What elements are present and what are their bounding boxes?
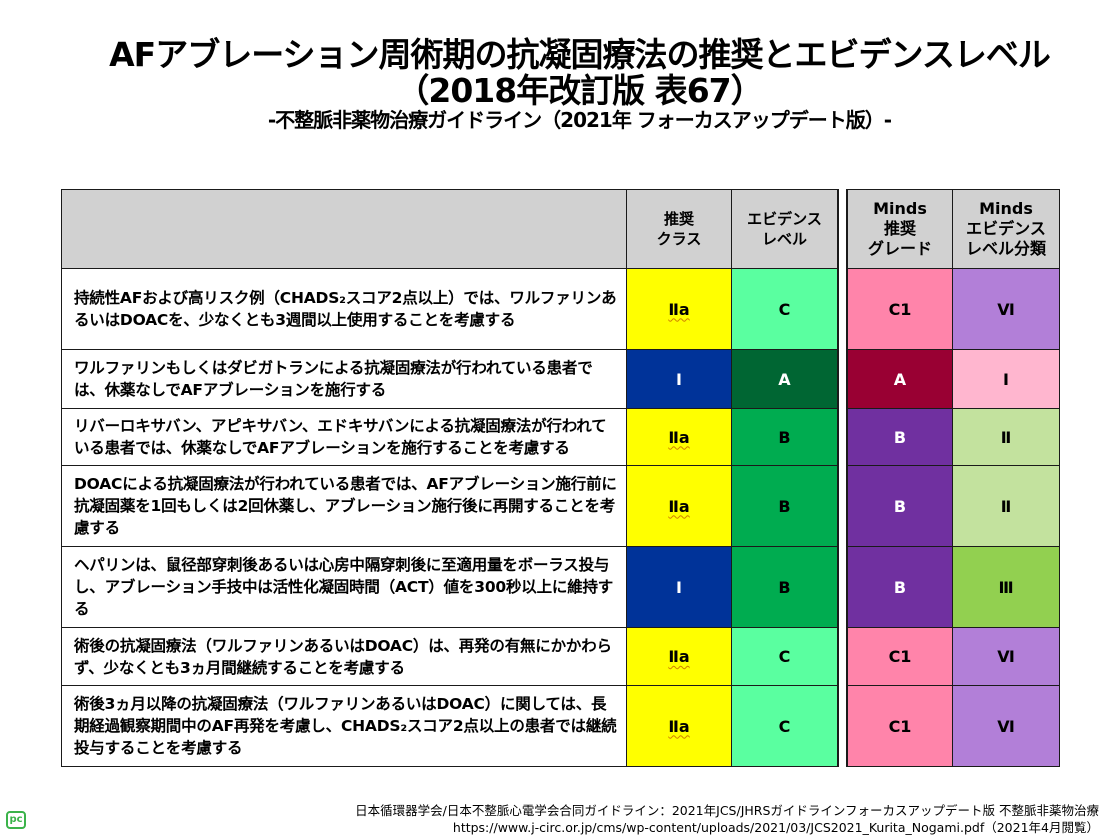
evidence-level-cell: B (731, 546, 838, 628)
cell-value: C (778, 647, 791, 666)
minds-grade-cell: B (847, 465, 953, 547)
minds-evidence-level-cell: Ⅱ (952, 465, 1060, 547)
minds-evidence-level-cell: Ⅵ (952, 627, 1060, 686)
evidence-level-cell: C (731, 268, 838, 350)
cell-value: Ⅱa (668, 647, 690, 666)
citation-url[interactable]: https://www.j-circ.or.jp/cms/wp-content/… (452, 820, 1099, 835)
minds-evidence-level-cell: Ⅱ (952, 408, 1060, 466)
page-subtitle: -不整脈非薬物治療ガイドライン（2021年 フォーカスアップデート版）- (267, 108, 892, 132)
cell-value: B (778, 496, 791, 516)
minds-evidence-level-cell: Ⅰ (952, 349, 1060, 409)
minds-grade-cell: B (847, 408, 953, 466)
cell-value: Ⅱ (1000, 496, 1012, 516)
evidence-level-cell: C (731, 685, 838, 767)
minds-grade-cell: B (847, 546, 953, 628)
minds-evidence-level-cell: Ⅵ (952, 685, 1060, 767)
page-title: AFアブレーション周術期の抗凝固療法の推奨とエビデンスレベル (109, 35, 1051, 74)
recommendation-text: ヘパリンは、鼠径部穿刺後あるいは心房中隔穿刺後に至適用量をボーラス投与し、アブレ… (61, 546, 627, 628)
column-header-evidence-level: エビデンス レベル (731, 189, 838, 269)
pc-logo-icon: pc (6, 811, 26, 829)
evidence-level-cell: B (731, 465, 838, 547)
recommendation-text: 術後の抗凝固療法（ワルファリンあるいはDOAC）は、再発の有無にかかわらず、少な… (61, 627, 627, 686)
minds-evidence-level-cell: Ⅲ (952, 546, 1060, 628)
cell-value: B (778, 427, 791, 447)
minds-grade-cell: A (847, 349, 953, 409)
cell-value: Ⅵ (997, 647, 1015, 666)
cell-value: A (893, 369, 907, 389)
minds-grade-cell: C1 (847, 685, 953, 767)
minds-grade-cell: C1 (847, 268, 953, 350)
recommendation-text: 術後3ヵ月以降の抗凝固療法（ワルファリンあるいはDOAC）に関しては、長期経過観… (61, 685, 627, 767)
cell-value: C1 (888, 716, 912, 736)
evidence-level-cell: B (731, 408, 838, 466)
cell-value: C (778, 299, 791, 319)
cell-value: B (893, 577, 907, 597)
cell-value: Ⅱa (668, 299, 690, 319)
citation-line-1: 日本循環器学会/日本不整脈心電学会合同ガイドライン：2021年JCS/JHRSガ… (355, 803, 1099, 818)
cell-value: Ⅰ (676, 369, 682, 389)
recommendation-text: リバーロキサバン、アピキサバン、エドキサバンによる抗凝固療法が行われている患者で… (61, 408, 627, 466)
cell-value: B (893, 427, 907, 447)
cell-value: C1 (888, 647, 912, 666)
cell-value: B (893, 496, 907, 516)
column-header-minds-evidence-level: Minds エビデンス レベル分類 (952, 189, 1060, 269)
evidence-level-cell: A (731, 349, 838, 409)
page-title-sub: （2018年改訂版 表67） (396, 71, 763, 110)
cell-value: Ⅰ (1003, 369, 1009, 389)
minds-grade-cell: C1 (847, 627, 953, 686)
recommendation-text: 持続性AFおよび高リスク例（CHADS₂スコア2点以上）では、ワルファリンあるい… (61, 268, 627, 350)
column-header-recommendation-class: 推奨 クラス (626, 189, 732, 269)
cell-value: Ⅱa (668, 496, 690, 516)
recommendation-class-cell: Ⅱa (626, 268, 732, 350)
recommendation-text: ワルファリンもしくはダビガトランによる抗凝固療法が行われている患者では、休薬なし… (61, 349, 627, 409)
minds-evidence-level-cell: Ⅵ (952, 268, 1060, 350)
recommendation-class-cell: Ⅰ (626, 349, 732, 409)
cell-value: Ⅵ (997, 299, 1015, 319)
cell-value: Ⅵ (997, 716, 1015, 736)
cell-value: C (778, 716, 791, 736)
recommendation-class-cell: Ⅱa (626, 685, 732, 767)
cell-value: A (778, 369, 791, 389)
cell-value: Ⅱ (1000, 427, 1012, 447)
cell-value: B (778, 577, 791, 597)
cell-value: Ⅰ (676, 577, 682, 597)
recommendation-text: DOACによる抗凝固療法が行われている患者では、AFアブレーション施行前に抗凝固… (61, 465, 627, 547)
cell-value: Ⅲ (998, 577, 1014, 597)
recommendation-class-cell: Ⅱa (626, 408, 732, 466)
cell-value: Ⅱa (668, 427, 690, 447)
evidence-level-cell: C (731, 627, 838, 686)
recommendation-class-cell: Ⅰ (626, 546, 732, 628)
cell-value: C1 (888, 299, 912, 319)
recommendation-class-cell: Ⅱa (626, 627, 732, 686)
header-blank-cell (61, 189, 627, 269)
recommendation-table: 推奨 クラス エビデンス レベル Minds 推奨 グレード Minds エビデンス … (61, 189, 1060, 767)
recommendation-class-cell: Ⅱa (626, 465, 732, 547)
column-header-minds-grade: Minds 推奨 グレード (847, 189, 953, 269)
cell-value: Ⅱa (668, 716, 690, 736)
column-divider-gap (838, 189, 847, 767)
